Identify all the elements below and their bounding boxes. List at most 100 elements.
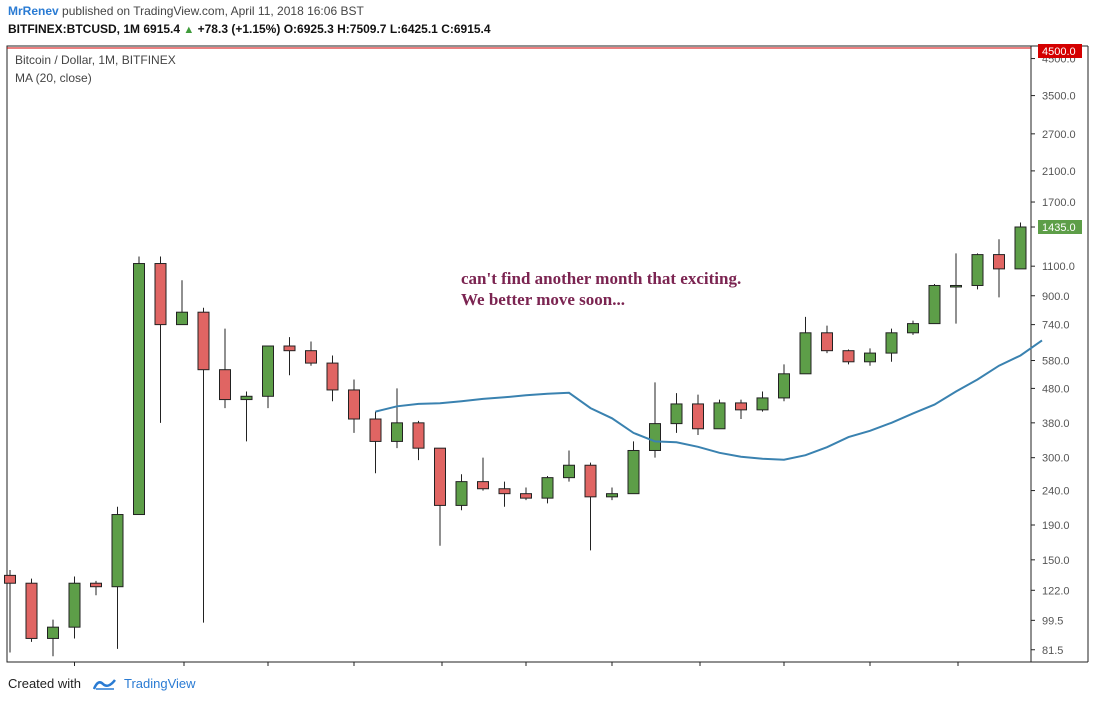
candle[interactable] — [455, 474, 468, 511]
candle[interactable] — [713, 399, 726, 430]
candle[interactable] — [756, 391, 769, 412]
up-arrow-icon: ▲ — [183, 24, 195, 36]
candle-body-down — [348, 389, 360, 420]
price-tick-label: 99.5 — [1042, 615, 1063, 627]
candle[interactable] — [778, 364, 790, 402]
price-tick-label: 580.0 — [1042, 356, 1070, 368]
candle[interactable] — [68, 576, 81, 639]
candle[interactable] — [563, 450, 575, 482]
candle[interactable] — [197, 307, 210, 623]
candle[interactable] — [262, 345, 274, 409]
candle[interactable] — [1014, 222, 1027, 270]
tradingview-logo-icon[interactable] — [92, 677, 117, 691]
price-tick-label: 900.0 — [1042, 291, 1070, 303]
candle[interactable] — [692, 394, 704, 435]
candle[interactable] — [993, 239, 1005, 298]
last-price: 6915.4 — [143, 22, 181, 36]
candle-body-up — [670, 403, 683, 425]
candle[interactable] — [4, 570, 16, 653]
open-label: O: — [283, 22, 298, 36]
candle-body-up — [950, 284, 962, 288]
price-tick-label: 81.5 — [1042, 645, 1063, 657]
candle[interactable] — [842, 349, 855, 365]
time-tick-label: Sep — [344, 669, 364, 670]
candle[interactable] — [47, 619, 59, 657]
candle[interactable] — [670, 393, 683, 433]
time-tick-label: May — [258, 669, 279, 670]
close-label: C: — [441, 22, 454, 36]
ohlc-summary: BITFINEX:BTCUSD, 1M 6915.4 ▲ +78.3 (+1.1… — [8, 22, 491, 36]
candle-body-up — [756, 397, 769, 411]
candle[interactable] — [799, 316, 812, 375]
candle-body-up — [455, 481, 468, 506]
time-tick-label: 2014 — [172, 669, 197, 670]
candle[interactable] — [176, 280, 188, 326]
candle[interactable] — [907, 320, 919, 335]
legend-title: Bitcoin / Dollar, 1M, BITFINEX — [15, 53, 176, 67]
candle-body-down — [90, 582, 102, 588]
candle-body-up — [1014, 226, 1027, 270]
candle[interactable] — [90, 580, 102, 596]
candle[interactable] — [498, 481, 511, 507]
chart-header: MrRenev published on TradingView.com, Ap… — [0, 0, 1094, 44]
candle[interactable] — [606, 487, 618, 501]
candle[interactable] — [25, 578, 38, 642]
candle-body-down — [197, 311, 210, 371]
time-tick-label: 2017 — [946, 669, 970, 670]
candle[interactable] — [821, 325, 833, 354]
candle[interactable] — [971, 253, 984, 290]
candle-body-up — [133, 263, 145, 516]
low-value: 6425.1 — [401, 22, 438, 36]
candle-body-up — [68, 582, 81, 628]
legend-indicator: MA (20, close) — [15, 71, 92, 85]
price-tick-label: 740.0 — [1042, 320, 1070, 332]
candle-body-down — [4, 574, 16, 584]
candle[interactable] — [240, 391, 253, 442]
candle[interactable] — [391, 388, 403, 449]
candle-body-down — [283, 345, 296, 352]
candle-body-up — [262, 345, 274, 397]
candle[interactable] — [326, 355, 339, 402]
candle[interactable] — [369, 411, 382, 474]
time-tick-label: May — [774, 669, 795, 670]
open-value: 6925.3 — [297, 22, 334, 36]
candle[interactable] — [541, 475, 554, 504]
candle[interactable] — [133, 256, 145, 516]
symbol-label: BITFINEX:BTCUSD, 1M — [8, 22, 140, 36]
candle[interactable] — [305, 341, 317, 366]
candle[interactable] — [477, 457, 489, 491]
candle[interactable] — [735, 399, 747, 420]
tradingview-link[interactable]: TradingView — [124, 676, 196, 691]
author-link[interactable]: MrRenev — [8, 4, 59, 18]
price-tick-label: 240.0 — [1042, 486, 1070, 498]
plot-frame — [6, 45, 1032, 663]
candle-body-down — [25, 582, 38, 639]
candle[interactable] — [154, 256, 167, 423]
price-chart[interactable]: Bitcoin / Dollar, 1M, BITFINEX MA (20, c… — [0, 0, 1094, 670]
candle-body-up — [799, 332, 812, 375]
candle[interactable] — [412, 420, 425, 461]
candle[interactable] — [627, 441, 640, 495]
candle[interactable] — [885, 328, 898, 362]
candle[interactable] — [434, 447, 446, 546]
candle-body-down — [154, 263, 167, 326]
candle-body-up — [907, 323, 919, 334]
candle-body-up — [778, 373, 790, 399]
candle-body-down — [735, 402, 747, 411]
candle[interactable] — [584, 462, 597, 551]
time-axis[interactable]: Aug 2014 May Sep 2015 May Sep 2016 May Sep 2017 — [65, 662, 971, 670]
candle[interactable] — [283, 337, 296, 376]
annotation-line-1: can't find another month that exciting. — [461, 269, 741, 288]
candle[interactable] — [649, 382, 661, 458]
candle[interactable] — [348, 379, 360, 433]
time-tick-label: 2015 — [430, 669, 454, 670]
candle[interactable] — [111, 506, 124, 649]
candle[interactable] — [950, 253, 962, 324]
candle[interactable] — [219, 328, 231, 409]
candle[interactable] — [520, 487, 532, 501]
price-axis[interactable]: 81.5 99.5 122.0 150.0 190.0 240.0 300.0 380.0 48… — [1031, 44, 1082, 657]
candle[interactable] — [928, 283, 941, 325]
candle[interactable] — [864, 348, 876, 366]
price-tick-label: 122.0 — [1042, 585, 1070, 597]
annotation-line-2: We better move soon... — [461, 290, 625, 309]
